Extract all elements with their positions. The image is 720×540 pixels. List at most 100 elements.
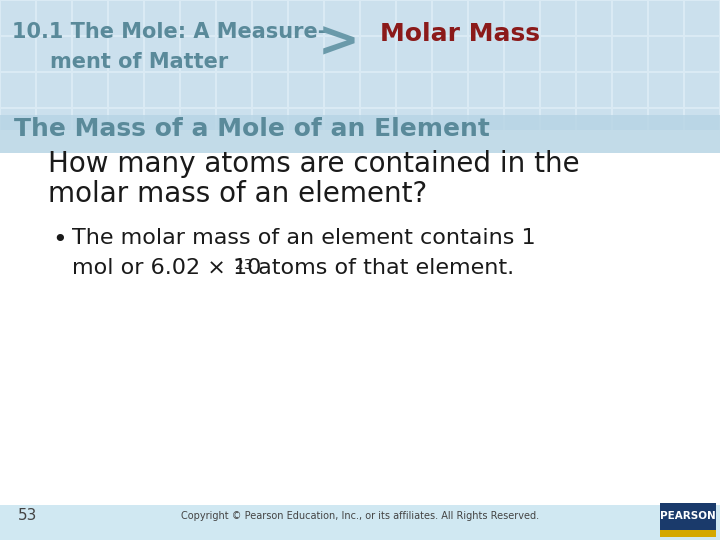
Bar [109, 181, 143, 215]
Bar [505, 217, 539, 251]
Bar [613, 1, 647, 35]
Bar [649, 37, 683, 71]
Bar [433, 181, 467, 215]
Text: Copyright © Pearson Education, Inc., or its affiliates. All Rights Reserved.: Copyright © Pearson Education, Inc., or … [181, 511, 539, 521]
Bar [0, 505, 720, 540]
Bar [469, 397, 503, 431]
Bar [1, 289, 35, 323]
Bar [505, 181, 539, 215]
Bar [1, 505, 35, 539]
Bar [397, 217, 431, 251]
Bar [181, 73, 215, 107]
Bar [541, 37, 575, 71]
Text: mol or 6.02 × 10: mol or 6.02 × 10 [72, 258, 261, 278]
Bar [109, 433, 143, 467]
Bar [649, 325, 683, 359]
Bar [577, 253, 611, 287]
Bar [145, 1, 179, 35]
Bar [145, 37, 179, 71]
Bar [649, 361, 683, 395]
Bar [541, 397, 575, 431]
Bar [37, 433, 71, 467]
Bar [660, 530, 716, 537]
Bar [397, 397, 431, 431]
Bar [181, 361, 215, 395]
Bar [577, 325, 611, 359]
Bar [361, 469, 395, 503]
Bar [469, 289, 503, 323]
Bar [361, 109, 395, 143]
Bar [613, 145, 647, 179]
Text: atoms of that element.: atoms of that element. [251, 258, 514, 278]
Bar [577, 217, 611, 251]
Bar [577, 145, 611, 179]
Bar [73, 217, 107, 251]
Bar [469, 37, 503, 71]
Bar [109, 1, 143, 35]
Bar [145, 397, 179, 431]
Text: 10.1 The Mole: A Measure-: 10.1 The Mole: A Measure- [12, 22, 326, 42]
Bar [397, 1, 431, 35]
Bar [433, 109, 467, 143]
Bar [1, 325, 35, 359]
Bar [73, 181, 107, 215]
Bar [505, 433, 539, 467]
Bar [181, 253, 215, 287]
Bar [37, 73, 71, 107]
Bar [433, 289, 467, 323]
Bar [181, 217, 215, 251]
Bar [181, 145, 215, 179]
Bar [181, 289, 215, 323]
Bar [1, 469, 35, 503]
Bar [505, 361, 539, 395]
Bar [613, 37, 647, 71]
Bar [433, 433, 467, 467]
Bar [73, 325, 107, 359]
Bar [73, 109, 107, 143]
Bar [325, 433, 359, 467]
Bar [181, 505, 215, 539]
Bar [289, 73, 323, 107]
Bar [649, 217, 683, 251]
Bar [1, 1, 35, 35]
Bar [577, 109, 611, 143]
Bar [109, 289, 143, 323]
Bar [541, 145, 575, 179]
Bar [37, 253, 71, 287]
Bar [145, 181, 179, 215]
Bar [685, 505, 719, 539]
Bar [145, 433, 179, 467]
Bar [325, 217, 359, 251]
Bar [181, 397, 215, 431]
Bar [541, 469, 575, 503]
Bar [613, 325, 647, 359]
Bar [685, 109, 719, 143]
Bar [289, 253, 323, 287]
Bar [217, 397, 251, 431]
Bar [577, 361, 611, 395]
Text: PEARSON: PEARSON [660, 511, 716, 521]
Bar [217, 325, 251, 359]
Bar [289, 397, 323, 431]
Text: •: • [52, 228, 67, 252]
Bar [577, 37, 611, 71]
Bar [541, 1, 575, 35]
Bar [253, 37, 287, 71]
Bar [1, 73, 35, 107]
Bar [289, 145, 323, 179]
Bar [505, 469, 539, 503]
Bar [469, 433, 503, 467]
Bar [541, 253, 575, 287]
Bar [685, 1, 719, 35]
Bar [505, 109, 539, 143]
Bar [217, 181, 251, 215]
Bar [325, 181, 359, 215]
Bar [361, 181, 395, 215]
Bar [0, 130, 720, 510]
Bar [325, 145, 359, 179]
Bar [145, 289, 179, 323]
Bar [361, 433, 395, 467]
Bar [613, 253, 647, 287]
Bar [613, 109, 647, 143]
Bar [73, 1, 107, 35]
